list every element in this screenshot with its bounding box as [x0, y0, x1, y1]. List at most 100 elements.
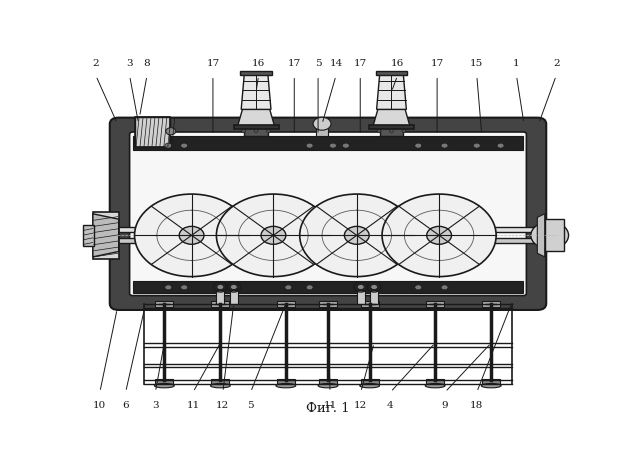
- FancyBboxPatch shape: [277, 379, 295, 384]
- Circle shape: [344, 226, 369, 244]
- Text: 16: 16: [391, 60, 404, 69]
- Text: 2: 2: [553, 60, 559, 69]
- Polygon shape: [99, 239, 557, 243]
- FancyBboxPatch shape: [110, 117, 547, 310]
- Circle shape: [285, 285, 292, 290]
- Circle shape: [441, 143, 448, 148]
- FancyBboxPatch shape: [93, 212, 118, 259]
- Text: 1: 1: [513, 60, 520, 69]
- FancyBboxPatch shape: [83, 225, 94, 246]
- Circle shape: [242, 130, 246, 132]
- Ellipse shape: [425, 384, 445, 388]
- Text: 9: 9: [442, 401, 449, 410]
- Ellipse shape: [318, 384, 338, 388]
- FancyBboxPatch shape: [156, 379, 173, 384]
- Circle shape: [180, 285, 188, 290]
- Text: 8: 8: [143, 60, 150, 69]
- FancyBboxPatch shape: [216, 290, 225, 304]
- FancyBboxPatch shape: [156, 302, 173, 307]
- Text: 5: 5: [247, 401, 254, 410]
- Polygon shape: [241, 75, 271, 110]
- Circle shape: [165, 143, 172, 148]
- FancyBboxPatch shape: [319, 302, 337, 307]
- Text: 10: 10: [93, 401, 106, 410]
- Text: 17: 17: [287, 60, 301, 69]
- FancyBboxPatch shape: [230, 290, 237, 304]
- Circle shape: [166, 128, 176, 135]
- FancyBboxPatch shape: [356, 290, 365, 304]
- FancyBboxPatch shape: [426, 302, 444, 307]
- FancyBboxPatch shape: [369, 125, 414, 130]
- Circle shape: [427, 226, 451, 244]
- Polygon shape: [538, 214, 545, 257]
- FancyBboxPatch shape: [316, 128, 328, 136]
- Circle shape: [266, 130, 271, 132]
- FancyBboxPatch shape: [319, 379, 337, 384]
- Text: 15: 15: [470, 60, 483, 69]
- FancyBboxPatch shape: [426, 379, 444, 384]
- Circle shape: [180, 143, 188, 148]
- Polygon shape: [93, 214, 118, 257]
- Text: Фиг. 1: Фиг. 1: [306, 402, 350, 415]
- Text: 3: 3: [126, 60, 133, 69]
- Circle shape: [441, 285, 448, 290]
- Ellipse shape: [154, 384, 174, 388]
- Circle shape: [330, 143, 337, 148]
- FancyBboxPatch shape: [129, 132, 527, 295]
- Polygon shape: [132, 136, 524, 150]
- Text: 17: 17: [354, 60, 367, 69]
- Polygon shape: [99, 227, 557, 232]
- FancyBboxPatch shape: [483, 379, 500, 384]
- FancyBboxPatch shape: [277, 302, 295, 307]
- Circle shape: [415, 285, 422, 290]
- Circle shape: [217, 284, 224, 289]
- Circle shape: [382, 194, 496, 277]
- FancyBboxPatch shape: [234, 125, 278, 130]
- FancyBboxPatch shape: [211, 379, 229, 384]
- FancyBboxPatch shape: [545, 219, 564, 252]
- Text: 5: 5: [315, 60, 321, 69]
- Circle shape: [540, 228, 559, 242]
- Circle shape: [313, 117, 331, 130]
- Text: 14: 14: [330, 60, 342, 69]
- Text: 17: 17: [431, 60, 444, 69]
- Circle shape: [134, 194, 249, 277]
- Polygon shape: [380, 127, 403, 136]
- Text: 16: 16: [252, 60, 265, 69]
- Circle shape: [261, 226, 286, 244]
- FancyBboxPatch shape: [211, 302, 229, 307]
- Polygon shape: [373, 110, 410, 127]
- Circle shape: [306, 143, 313, 148]
- Circle shape: [497, 143, 504, 148]
- Circle shape: [357, 284, 364, 289]
- Circle shape: [216, 194, 330, 277]
- FancyBboxPatch shape: [483, 302, 500, 307]
- Text: 3: 3: [152, 401, 159, 410]
- Circle shape: [300, 194, 414, 277]
- Circle shape: [531, 222, 568, 249]
- Text: 4: 4: [387, 401, 394, 410]
- Ellipse shape: [481, 384, 501, 388]
- Circle shape: [179, 226, 204, 244]
- Circle shape: [377, 130, 381, 132]
- Circle shape: [306, 285, 313, 290]
- Text: 17: 17: [206, 60, 220, 69]
- Text: 2: 2: [93, 60, 99, 69]
- Ellipse shape: [360, 384, 380, 388]
- Polygon shape: [237, 110, 275, 127]
- Text: 12: 12: [354, 401, 367, 410]
- Circle shape: [390, 130, 394, 132]
- Ellipse shape: [276, 384, 296, 388]
- Circle shape: [342, 143, 349, 148]
- Polygon shape: [240, 71, 272, 75]
- Polygon shape: [132, 281, 524, 294]
- FancyBboxPatch shape: [134, 117, 170, 147]
- Text: 6: 6: [122, 401, 129, 410]
- FancyBboxPatch shape: [370, 290, 378, 304]
- Text: 11: 11: [186, 401, 200, 410]
- Text: 18: 18: [470, 401, 483, 410]
- Text: 11: 11: [323, 401, 337, 410]
- Polygon shape: [376, 75, 406, 110]
- Polygon shape: [244, 127, 268, 136]
- Text: 12: 12: [216, 401, 230, 410]
